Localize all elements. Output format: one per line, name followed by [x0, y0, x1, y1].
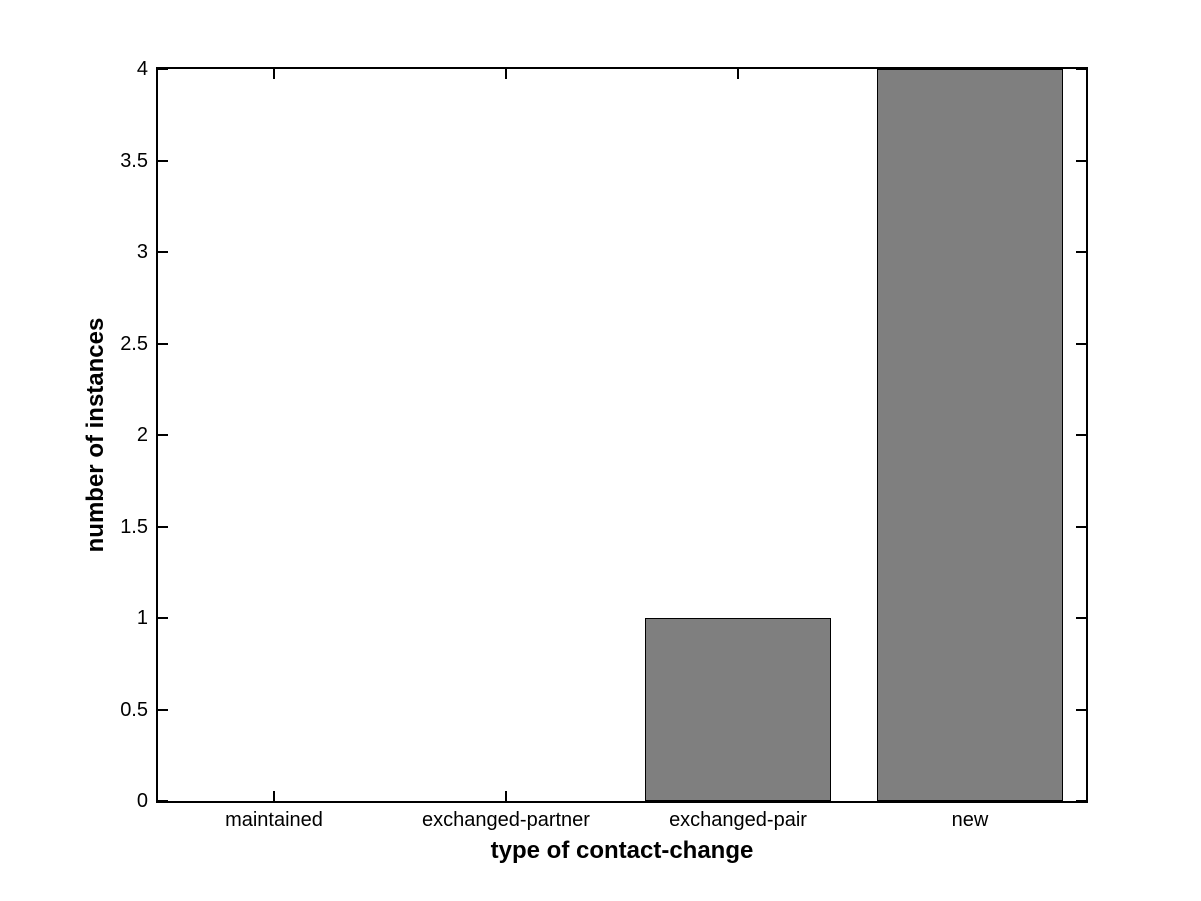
- y-tick-right: [1076, 526, 1086, 528]
- y-axis-label: number of instances: [82, 317, 109, 553]
- x-tick-top: [737, 69, 739, 79]
- x-tick-label: new: [951, 809, 989, 831]
- y-tick-label: 1: [136, 607, 148, 629]
- y-tick-right: [1076, 709, 1086, 711]
- y-tick-label: 2.5: [120, 333, 148, 355]
- x-axis-label: type of contact-change: [490, 837, 754, 864]
- y-tick-left: [158, 434, 168, 436]
- y-tick-right: [1076, 343, 1086, 345]
- y-tick-right: [1076, 68, 1086, 70]
- bar-exchanged-pair: [645, 618, 831, 801]
- x-tick-top: [273, 69, 275, 79]
- bar-new: [877, 69, 1063, 801]
- y-tick-right: [1076, 160, 1086, 162]
- y-tick-label: 2: [136, 424, 148, 446]
- y-tick-left: [158, 343, 168, 345]
- y-tick-label: 3: [136, 241, 148, 263]
- y-tick-right: [1076, 251, 1086, 253]
- x-tick-label: exchanged-pair: [669, 809, 807, 831]
- y-tick-left: [158, 526, 168, 528]
- y-tick-left: [158, 709, 168, 711]
- y-tick-right: [1076, 800, 1086, 802]
- bars-layer: [158, 69, 1086, 801]
- y-tick-left: [158, 800, 168, 802]
- y-tick-right: [1076, 434, 1086, 436]
- y-tick-left: [158, 68, 168, 70]
- y-tick-label: 0: [136, 790, 148, 812]
- x-tick-label: maintained: [225, 809, 323, 831]
- x-tick-bottom: [505, 791, 507, 801]
- y-tick-label: 1.5: [120, 516, 148, 538]
- x-tick-top: [505, 69, 507, 79]
- y-tick-label: 0.5: [120, 699, 148, 721]
- y-tick-label: 3.5: [120, 150, 148, 172]
- y-tick-right: [1076, 617, 1086, 619]
- y-tick-left: [158, 617, 168, 619]
- x-tick-bottom: [273, 791, 275, 801]
- y-tick-left: [158, 251, 168, 253]
- y-tick-label: 4: [136, 58, 148, 80]
- plot-area: [156, 67, 1088, 803]
- x-tick-label: exchanged-partner: [422, 809, 590, 831]
- y-tick-left: [158, 160, 168, 162]
